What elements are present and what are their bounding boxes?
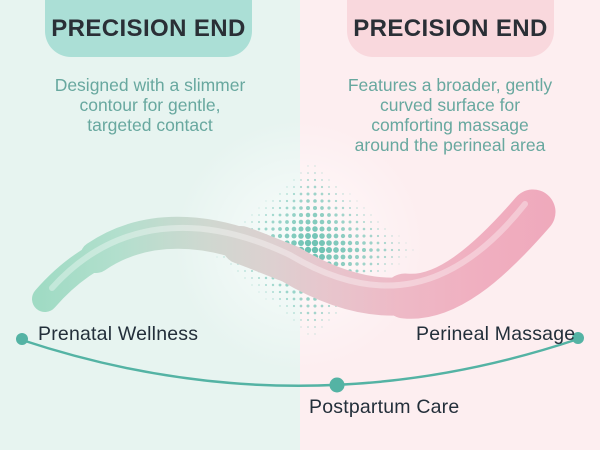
- left-precision-badge: PRECISION END: [45, 0, 252, 57]
- left-description: Designed with a slimmer contour for gent…: [54, 75, 246, 135]
- right-badge-label: PRECISION END: [353, 14, 548, 42]
- wand-highlight: [49, 201, 528, 291]
- label-perineal-massage: Perineal Massage: [416, 323, 576, 345]
- timeline-dot-right: [572, 332, 584, 344]
- timeline-dot-left: [16, 333, 28, 345]
- left-badge-label: PRECISION END: [51, 14, 246, 42]
- timeline-arc-group: [16, 332, 584, 393]
- right-description: Features a broader, gently curved surfac…: [347, 75, 553, 155]
- label-postpartum-care: Postpartum Care: [309, 396, 460, 418]
- wand-body: [32, 189, 556, 319]
- timeline-dot-center: [329, 377, 345, 393]
- right-precision-badge: PRECISION END: [347, 0, 554, 57]
- timeline-arc: [21, 337, 579, 387]
- label-prenatal-wellness: Prenatal Wellness: [38, 323, 199, 345]
